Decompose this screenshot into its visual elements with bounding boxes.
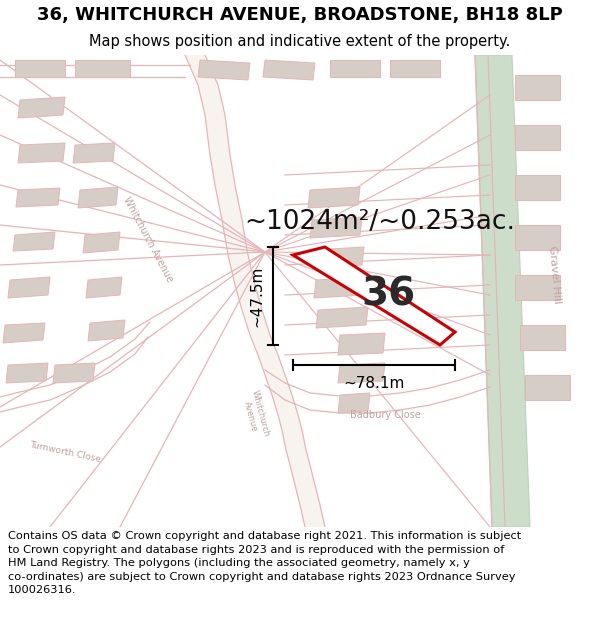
Polygon shape [16, 188, 60, 207]
Polygon shape [515, 175, 560, 200]
Polygon shape [78, 187, 118, 208]
Polygon shape [293, 247, 455, 345]
Polygon shape [3, 323, 45, 343]
Text: Map shows position and indicative extent of the property.: Map shows position and indicative extent… [89, 34, 511, 49]
Polygon shape [390, 60, 440, 77]
Polygon shape [8, 277, 50, 298]
Polygon shape [338, 333, 385, 355]
Polygon shape [310, 217, 362, 238]
Polygon shape [73, 143, 115, 163]
Polygon shape [308, 187, 360, 208]
Text: Whitchurch
Avenue: Whitchurch Avenue [239, 389, 271, 441]
Polygon shape [6, 363, 48, 383]
Polygon shape [525, 375, 570, 400]
Text: ~47.5m: ~47.5m [250, 265, 265, 327]
Text: Badbury Close: Badbury Close [350, 410, 421, 420]
Text: Contains OS data © Crown copyright and database right 2021. This information is : Contains OS data © Crown copyright and d… [8, 531, 521, 596]
Polygon shape [314, 277, 366, 298]
Polygon shape [185, 55, 325, 527]
Text: ~78.1m: ~78.1m [343, 376, 404, 391]
Polygon shape [53, 363, 95, 383]
Polygon shape [263, 60, 315, 80]
Text: Gravel Hill: Gravel Hill [547, 246, 563, 304]
Polygon shape [15, 60, 65, 77]
Polygon shape [515, 275, 560, 300]
Polygon shape [515, 75, 560, 100]
Polygon shape [330, 60, 380, 77]
Polygon shape [475, 55, 530, 527]
Polygon shape [520, 325, 565, 350]
Polygon shape [18, 143, 65, 163]
Text: 36: 36 [361, 276, 415, 314]
Polygon shape [75, 60, 130, 77]
Polygon shape [312, 247, 364, 268]
Polygon shape [13, 232, 55, 251]
Polygon shape [86, 277, 122, 298]
Polygon shape [338, 393, 370, 413]
Polygon shape [198, 60, 250, 80]
Text: 36, WHITCHURCH AVENUE, BROADSTONE, BH18 8LP: 36, WHITCHURCH AVENUE, BROADSTONE, BH18 … [37, 6, 563, 24]
Polygon shape [18, 97, 65, 118]
Text: ~1024m²/~0.253ac.: ~1024m²/~0.253ac. [245, 209, 515, 235]
Polygon shape [83, 232, 120, 253]
Polygon shape [515, 125, 560, 150]
Polygon shape [88, 320, 125, 341]
Polygon shape [316, 307, 368, 328]
Text: Whitchurch Avenue: Whitchurch Avenue [121, 196, 175, 284]
Polygon shape [515, 225, 560, 250]
Polygon shape [338, 363, 385, 383]
Text: Turnworth Close: Turnworth Close [29, 440, 101, 464]
